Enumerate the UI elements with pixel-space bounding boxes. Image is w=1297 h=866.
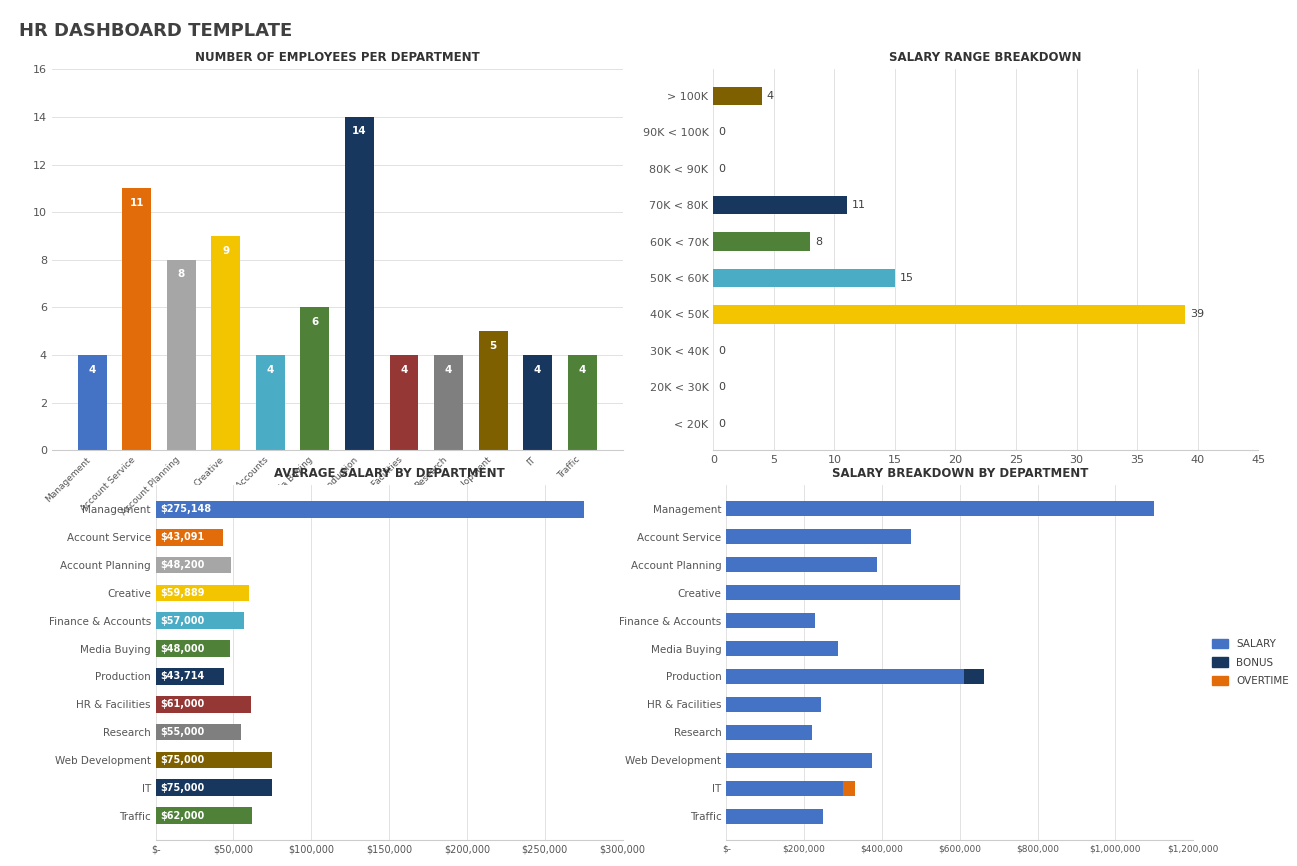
Bar xyxy=(713,232,811,250)
Text: 4: 4 xyxy=(267,365,274,375)
Bar xyxy=(726,529,910,545)
Text: 9: 9 xyxy=(222,246,230,255)
Text: $59,889: $59,889 xyxy=(161,588,205,598)
Bar xyxy=(156,501,584,518)
Text: 0: 0 xyxy=(719,164,725,174)
Text: $43,091: $43,091 xyxy=(161,533,205,542)
Bar xyxy=(156,557,231,573)
Text: 0: 0 xyxy=(719,346,725,356)
Bar xyxy=(726,780,843,796)
Title: SALARY BREAKDOWN BY DEPARTMENT: SALARY BREAKDOWN BY DEPARTMENT xyxy=(831,467,1088,480)
Bar xyxy=(156,696,250,713)
Bar xyxy=(726,613,815,628)
Text: $75,000: $75,000 xyxy=(161,755,205,765)
Bar xyxy=(726,809,822,824)
Bar xyxy=(843,780,855,796)
Bar xyxy=(345,117,374,450)
Text: 4: 4 xyxy=(534,365,541,375)
Title: AVERAGE SALARY BY DEPARTMENT: AVERAGE SALARY BY DEPARTMENT xyxy=(274,467,505,480)
Text: 0: 0 xyxy=(719,383,725,392)
Bar xyxy=(211,236,240,450)
Bar xyxy=(479,332,507,450)
Bar xyxy=(78,355,106,450)
Text: 14: 14 xyxy=(353,126,367,137)
Text: 6: 6 xyxy=(311,317,319,327)
Text: 4: 4 xyxy=(578,365,586,375)
Text: 4: 4 xyxy=(88,365,96,375)
Text: $275,148: $275,148 xyxy=(161,505,211,514)
Bar xyxy=(713,87,761,105)
Bar xyxy=(726,557,877,572)
Text: $55,000: $55,000 xyxy=(161,727,205,737)
Text: $57,000: $57,000 xyxy=(161,616,205,626)
Text: 0: 0 xyxy=(719,419,725,429)
Bar xyxy=(156,529,223,546)
Bar xyxy=(156,807,252,824)
Title: NUMBER OF EMPLOYEES PER DEPARTMENT: NUMBER OF EMPLOYEES PER DEPARTMENT xyxy=(195,51,480,64)
Bar xyxy=(726,501,1154,516)
Bar xyxy=(726,697,821,712)
Bar xyxy=(568,355,597,450)
Bar xyxy=(122,189,152,450)
Text: $62,000: $62,000 xyxy=(161,811,205,820)
Text: 8: 8 xyxy=(815,236,822,247)
Text: 4: 4 xyxy=(401,365,407,375)
Bar xyxy=(167,260,196,450)
Text: 0: 0 xyxy=(719,127,725,137)
Bar xyxy=(156,724,241,740)
Bar xyxy=(156,612,244,629)
Text: $75,000: $75,000 xyxy=(161,783,205,792)
Legend: SALARY, BONUS, OVERTIME: SALARY, BONUS, OVERTIME xyxy=(1208,635,1293,690)
Bar xyxy=(726,725,812,740)
Bar xyxy=(726,753,872,768)
Text: 39: 39 xyxy=(1191,309,1205,320)
Bar xyxy=(713,196,847,214)
Text: HR DASHBOARD TEMPLATE: HR DASHBOARD TEMPLATE xyxy=(19,22,293,40)
Bar xyxy=(713,306,1185,324)
Text: 11: 11 xyxy=(851,200,865,210)
Text: $48,200: $48,200 xyxy=(161,560,205,570)
Title: SALARY RANGE BREAKDOWN: SALARY RANGE BREAKDOWN xyxy=(890,51,1082,64)
Text: $43,714: $43,714 xyxy=(161,671,205,682)
Bar xyxy=(301,307,329,450)
Bar xyxy=(156,752,272,768)
Bar xyxy=(726,669,965,684)
Bar xyxy=(434,355,463,450)
Bar xyxy=(523,355,553,450)
Bar xyxy=(389,355,419,450)
Bar xyxy=(256,355,285,450)
Text: 5: 5 xyxy=(489,341,497,351)
Bar xyxy=(713,269,895,288)
Bar xyxy=(726,585,960,600)
Text: 4: 4 xyxy=(445,365,453,375)
Text: 15: 15 xyxy=(900,273,914,283)
Bar xyxy=(156,640,231,657)
Bar xyxy=(156,668,223,685)
Bar xyxy=(156,779,272,796)
Bar xyxy=(726,641,838,656)
Text: $61,000: $61,000 xyxy=(161,699,205,709)
Text: 8: 8 xyxy=(178,269,185,280)
Text: 11: 11 xyxy=(130,198,144,208)
Bar xyxy=(156,585,249,601)
Text: $48,000: $48,000 xyxy=(161,643,205,654)
Bar xyxy=(965,669,984,684)
Text: 4: 4 xyxy=(767,91,774,100)
